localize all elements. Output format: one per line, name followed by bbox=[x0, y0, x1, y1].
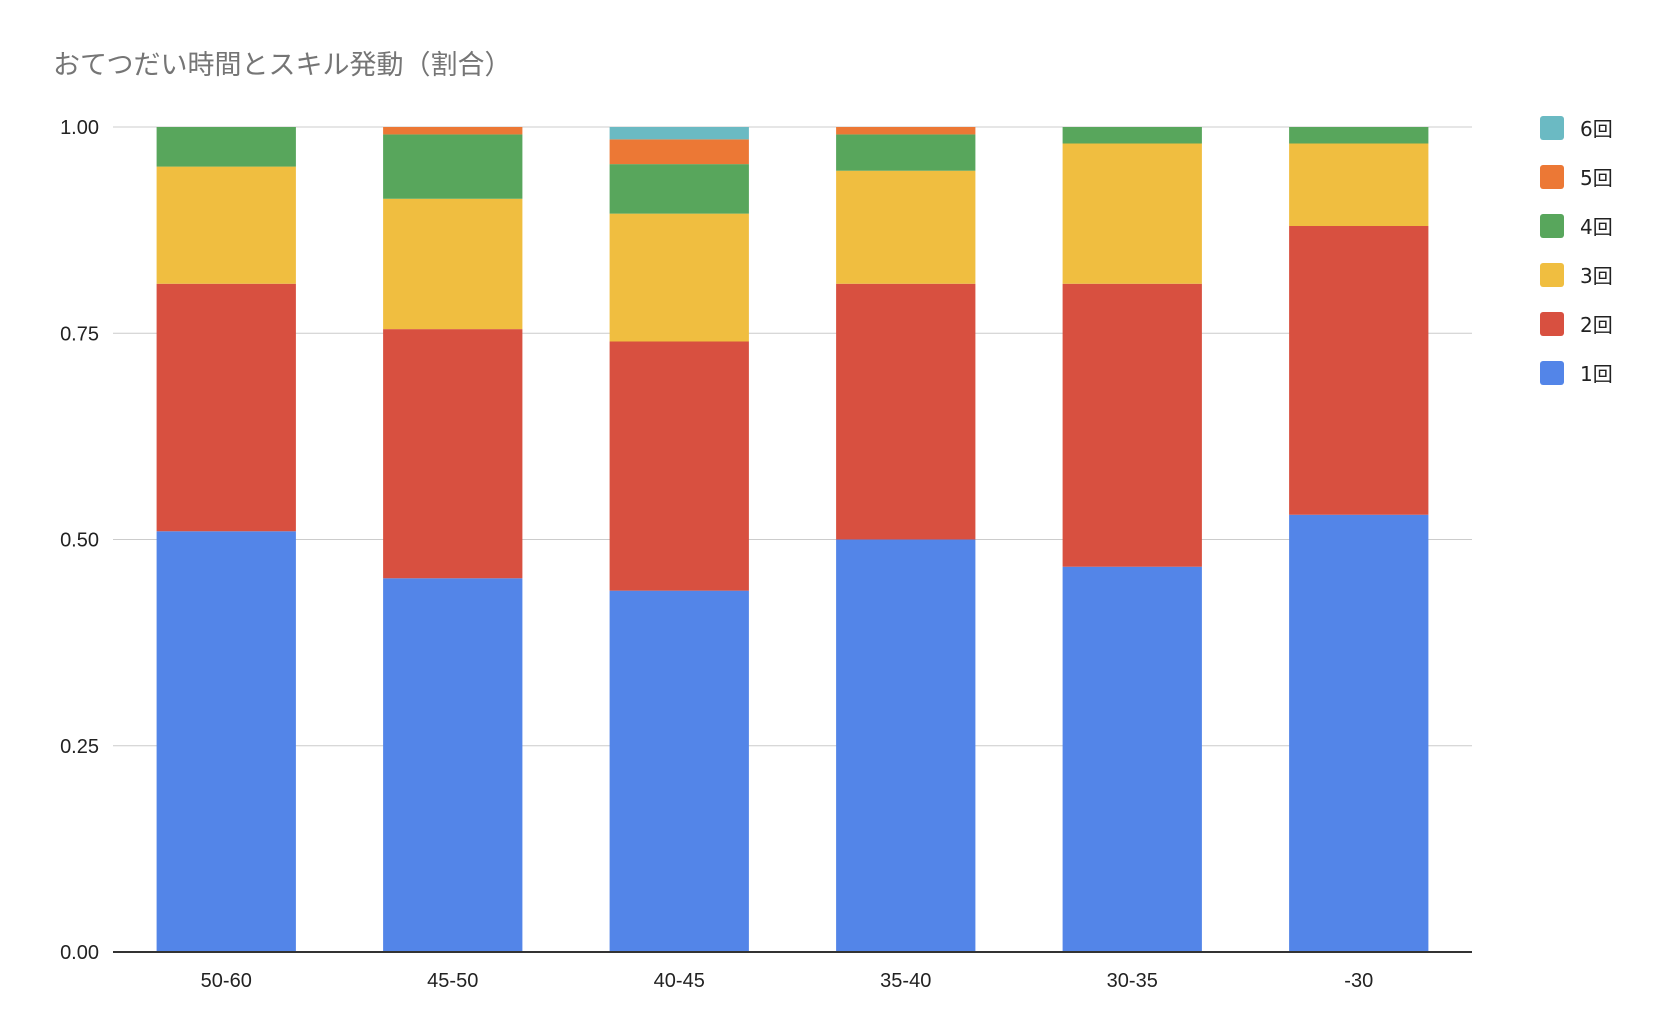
x-tick-label: 40-45 bbox=[654, 970, 705, 992]
legend-item: 4回 bbox=[1540, 214, 1613, 239]
bar-segment bbox=[156, 531, 296, 952]
bar-segment bbox=[609, 590, 749, 952]
bar-segment bbox=[383, 127, 523, 135]
y-axis-ticks: 0.00 0.25 0.50 0.75 1.00 bbox=[60, 117, 99, 964]
bar-segment bbox=[156, 166, 296, 284]
legend-swatch bbox=[1540, 263, 1564, 287]
bar-segment bbox=[836, 283, 976, 540]
legend-item: 1回 bbox=[1540, 361, 1613, 386]
legend-label: 1回 bbox=[1580, 362, 1613, 386]
legend-item: 5回 bbox=[1540, 165, 1613, 190]
legend-item: 6回 bbox=[1540, 116, 1613, 141]
bar-segment bbox=[1289, 226, 1429, 515]
legend-swatch bbox=[1540, 165, 1564, 189]
bar-segment bbox=[383, 198, 523, 330]
bar-segment bbox=[1289, 514, 1429, 952]
x-tick-label: 45-50 bbox=[427, 970, 478, 992]
y-tick-label: 0.25 bbox=[60, 736, 99, 758]
x-tick-label: 35-40 bbox=[880, 970, 931, 992]
bar-segment bbox=[1289, 127, 1429, 144]
bar-segment bbox=[609, 341, 749, 591]
bar-segment bbox=[1062, 566, 1202, 952]
gridlines bbox=[113, 126, 1472, 747]
bar-segment bbox=[156, 283, 296, 532]
bar-segment bbox=[609, 139, 749, 165]
legend-swatch bbox=[1540, 116, 1564, 140]
legend-swatch bbox=[1540, 361, 1564, 385]
bar-segment bbox=[609, 213, 749, 342]
bar-segment bbox=[836, 170, 976, 284]
bar-segment bbox=[383, 134, 523, 199]
bar-segment bbox=[1062, 143, 1202, 284]
y-tick-label: 0.50 bbox=[60, 530, 99, 552]
legend-label: 4回 bbox=[1580, 215, 1613, 239]
x-tick-label: 30-35 bbox=[1107, 970, 1158, 992]
y-tick-label: 1.00 bbox=[60, 117, 99, 139]
x-axis-ticks: 50-60 45-50 40-45 35-40 30-35 -30 bbox=[201, 970, 1374, 992]
y-tick-label: 0.75 bbox=[60, 323, 99, 345]
x-tick-label: 50-60 bbox=[201, 970, 252, 992]
legend: 6回 5回 4回 3回 2回 1回 bbox=[1540, 116, 1613, 386]
bar-segment bbox=[383, 578, 523, 952]
bar-segment bbox=[836, 127, 976, 135]
bars bbox=[156, 127, 1429, 952]
legend-label: 3回 bbox=[1580, 264, 1613, 288]
bar-segment bbox=[1062, 283, 1202, 567]
legend-label: 5回 bbox=[1580, 166, 1613, 190]
legend-item: 3回 bbox=[1540, 263, 1613, 288]
bar-segment bbox=[1289, 143, 1429, 226]
legend-swatch bbox=[1540, 312, 1564, 336]
bar-segment bbox=[1062, 127, 1202, 144]
x-tick-label: -30 bbox=[1344, 970, 1373, 992]
legend-label: 6回 bbox=[1580, 117, 1613, 141]
bar-segment bbox=[609, 164, 749, 214]
bar-segment bbox=[836, 539, 976, 952]
legend-label: 2回 bbox=[1580, 313, 1613, 337]
bar-segment bbox=[836, 134, 976, 171]
bar-segment bbox=[609, 127, 749, 140]
bar-segment bbox=[156, 127, 296, 167]
y-tick-label: 0.00 bbox=[60, 942, 99, 964]
bar-segment bbox=[383, 329, 523, 579]
legend-item: 2回 bbox=[1540, 312, 1613, 337]
legend-swatch bbox=[1540, 214, 1564, 238]
chart-title: おてつだい時間とスキル発動（割合） bbox=[53, 50, 511, 81]
